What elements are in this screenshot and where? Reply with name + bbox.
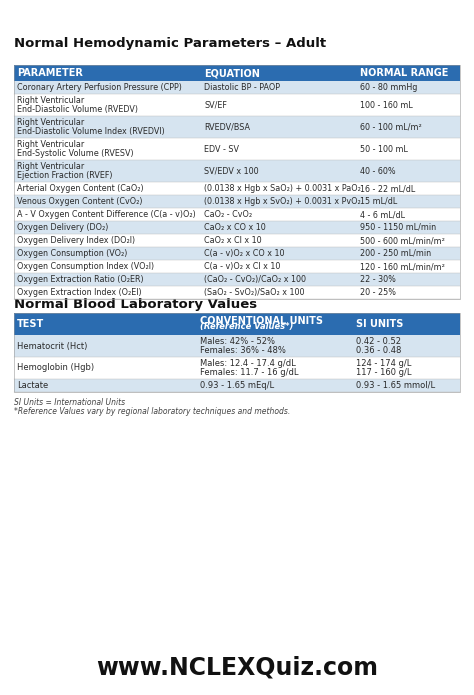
Bar: [14, 335, 460, 357]
Bar: [14, 234, 460, 247]
Text: 100 - 160 mL: 100 - 160 mL: [360, 101, 413, 110]
Text: SV/EDV x 100: SV/EDV x 100: [204, 167, 259, 176]
Text: 22 - 30%: 22 - 30%: [360, 275, 396, 284]
Bar: [357, 65, 460, 81]
Text: Coronary Artery Perfusion Pressure (CPP): Coronary Artery Perfusion Pressure (CPP): [17, 83, 182, 92]
Text: 60 - 100 mL/m²: 60 - 100 mL/m²: [360, 122, 422, 131]
Text: CONVENTIONAL UNITS: CONVENTIONAL UNITS: [200, 316, 323, 327]
Text: 124 - 174 g/L: 124 - 174 g/L: [356, 359, 411, 368]
Bar: [14, 160, 460, 182]
Text: Oxygen Consumption (VO₂): Oxygen Consumption (VO₂): [17, 249, 128, 258]
Text: Oxygen Delivery (DO₂): Oxygen Delivery (DO₂): [17, 223, 109, 232]
Text: SV/EF: SV/EF: [204, 101, 227, 110]
Text: 4 - 6 mL/dL: 4 - 6 mL/dL: [360, 210, 405, 219]
Text: 200 - 250 mL/min: 200 - 250 mL/min: [360, 249, 431, 258]
Bar: [14, 65, 201, 81]
Bar: [14, 286, 460, 299]
Text: (CaO₂ - CvO₂)/CaO₂ x 100: (CaO₂ - CvO₂)/CaO₂ x 100: [204, 275, 306, 284]
Text: CaO₂ x CI x 10: CaO₂ x CI x 10: [204, 236, 262, 245]
Text: 60 - 80 mmHg: 60 - 80 mmHg: [360, 83, 418, 92]
Text: Oxygen Delivery Index (DO₂I): Oxygen Delivery Index (DO₂I): [17, 236, 135, 245]
Text: End-Diastolic Volume Index (RVEDVI): End-Diastolic Volume Index (RVEDVI): [17, 126, 165, 136]
Text: Females: 36% - 48%: Females: 36% - 48%: [200, 345, 286, 354]
Text: 120 - 160 mL/min/m²: 120 - 160 mL/min/m²: [360, 262, 445, 271]
Text: NORMAL RANGE: NORMAL RANGE: [360, 68, 449, 78]
Text: TEST: TEST: [17, 319, 44, 329]
Text: 20 - 25%: 20 - 25%: [360, 288, 396, 297]
Text: End-Systolic Volume (RVESV): End-Systolic Volume (RVESV): [17, 149, 134, 158]
Text: Ejection Fraction (RVEF): Ejection Fraction (RVEF): [17, 171, 112, 180]
Text: 16 - 22 mL/dL: 16 - 22 mL/dL: [360, 184, 416, 193]
Text: Hematocrit (Hct): Hematocrit (Hct): [17, 341, 87, 350]
Text: 0.93 - 1.65 mmol/L: 0.93 - 1.65 mmol/L: [356, 381, 435, 390]
Text: (0.0138 x Hgb x SaO₂) + 0.0031 x PaO₂: (0.0138 x Hgb x SaO₂) + 0.0031 x PaO₂: [204, 184, 361, 193]
Text: (Reference Values*): (Reference Values*): [200, 322, 293, 331]
Text: SI Units = International Units: SI Units = International Units: [14, 398, 125, 407]
Text: Right Ventricular: Right Ventricular: [17, 162, 84, 171]
Text: (0.0138 x Hgb x SvO₂) + 0.0031 x PvO₂: (0.0138 x Hgb x SvO₂) + 0.0031 x PvO₂: [204, 197, 361, 206]
Bar: [14, 379, 460, 392]
Bar: [197, 313, 353, 335]
Text: PARAMETER: PARAMETER: [17, 68, 83, 78]
Bar: [353, 313, 460, 335]
Text: www.NCLEXQuiz.com: www.NCLEXQuiz.com: [96, 655, 378, 679]
Text: 0.93 - 1.65 mEq/L: 0.93 - 1.65 mEq/L: [200, 381, 274, 390]
Bar: [14, 273, 460, 286]
Text: CaO₂ - CvO₂: CaO₂ - CvO₂: [204, 210, 253, 219]
Text: 950 - 1150 mL/min: 950 - 1150 mL/min: [360, 223, 437, 232]
Text: C(a - v)O₂ x CI x 10: C(a - v)O₂ x CI x 10: [204, 262, 281, 271]
Text: 40 - 60%: 40 - 60%: [360, 167, 396, 176]
Text: Arterial Oxygen Content (CaO₂): Arterial Oxygen Content (CaO₂): [17, 184, 144, 193]
Text: Normal Blood Laboratory Values: Normal Blood Laboratory Values: [14, 298, 257, 311]
Text: C(a - v)O₂ x CO x 10: C(a - v)O₂ x CO x 10: [204, 249, 285, 258]
Text: EQUATION: EQUATION: [204, 68, 260, 78]
Bar: [14, 221, 460, 234]
Text: Normal Hemodynamic Parameters – Adult: Normal Hemodynamic Parameters – Adult: [14, 37, 326, 50]
Bar: [14, 116, 460, 138]
Text: Males: 12.4 - 17.4 g/dL: Males: 12.4 - 17.4 g/dL: [200, 359, 296, 368]
Text: RVEDV/BSA: RVEDV/BSA: [204, 122, 250, 131]
Text: Right Ventricular: Right Ventricular: [17, 140, 84, 149]
Text: Oxygen Extraction Index (O₂EI): Oxygen Extraction Index (O₂EI): [17, 288, 142, 297]
Text: Oxygen Consumption Index (VO₂I): Oxygen Consumption Index (VO₂I): [17, 262, 154, 271]
Bar: [14, 94, 460, 116]
Bar: [14, 81, 460, 94]
Bar: [14, 247, 460, 260]
Text: 500 - 600 mL/min/m²: 500 - 600 mL/min/m²: [360, 236, 445, 245]
Bar: [14, 195, 460, 208]
Bar: [14, 208, 460, 221]
Text: CaO₂ x CO x 10: CaO₂ x CO x 10: [204, 223, 266, 232]
Text: 0.36 - 0.48: 0.36 - 0.48: [356, 345, 401, 354]
Text: *Reference Values vary by regional laboratory techniques and methods.: *Reference Values vary by regional labor…: [14, 407, 290, 416]
Text: Diastolic BP - PAOP: Diastolic BP - PAOP: [204, 83, 280, 92]
Text: Oxygen Extraction Ratio (O₂ER): Oxygen Extraction Ratio (O₂ER): [17, 275, 144, 284]
Bar: [14, 138, 460, 160]
Text: End-Diastolic Volume (RVEDV): End-Diastolic Volume (RVEDV): [17, 105, 138, 114]
Text: SI UNITS: SI UNITS: [356, 319, 403, 329]
Bar: [201, 65, 357, 81]
Text: EDV - SV: EDV - SV: [204, 145, 239, 154]
Text: Venous Oxygen Content (CvO₂): Venous Oxygen Content (CvO₂): [17, 197, 143, 206]
Text: Lactate: Lactate: [17, 381, 48, 390]
Text: 117 - 160 g/L: 117 - 160 g/L: [356, 368, 411, 377]
Bar: [14, 313, 460, 392]
Text: 15 mL/dL: 15 mL/dL: [360, 197, 398, 206]
Text: Males: 42% - 52%: Males: 42% - 52%: [200, 337, 275, 346]
Text: Hemoglobin (Hgb): Hemoglobin (Hgb): [17, 363, 94, 373]
Text: Females: 11.7 - 16 g/dL: Females: 11.7 - 16 g/dL: [200, 368, 298, 377]
Bar: [14, 182, 460, 195]
Text: (SaO₂ - SvO₂)/SaO₂ x 100: (SaO₂ - SvO₂)/SaO₂ x 100: [204, 288, 305, 297]
Bar: [14, 313, 197, 335]
Text: A - V Oxygen Content Difference (C(a - v)O₂): A - V Oxygen Content Difference (C(a - v…: [17, 210, 196, 219]
Text: Right Ventricular: Right Ventricular: [17, 118, 84, 127]
Bar: [14, 357, 460, 379]
Bar: [14, 65, 460, 299]
Bar: [14, 260, 460, 273]
Text: 50 - 100 mL: 50 - 100 mL: [360, 145, 408, 154]
Text: Right Ventricular: Right Ventricular: [17, 96, 84, 105]
Text: 0.42 - 0.52: 0.42 - 0.52: [356, 337, 401, 346]
